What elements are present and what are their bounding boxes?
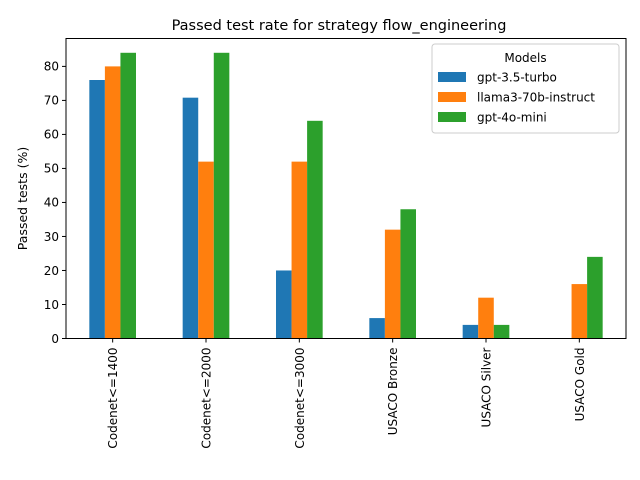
bar-3-2 — [400, 209, 416, 339]
bar-4-0 — [462, 324, 479, 339]
bar-1-2 — [213, 52, 230, 339]
y-tick-label-5: 50 — [44, 162, 59, 176]
x-axis: Codenet<=1400 Codenet<=2000 Codenet<=3000 U… — [106, 338, 587, 449]
bar-1-1 — [198, 161, 214, 339]
y-tick-label-6: 60 — [44, 128, 59, 142]
legend-entry-2: gpt-4o-mini — [477, 111, 547, 125]
bar-1-0 — [182, 97, 199, 339]
y-axis: 0 10 20 30 40 50 60 70 80 — [44, 60, 66, 346]
y-axis-label: Passed tests (%) — [15, 147, 30, 250]
y-tick-label-4: 40 — [44, 196, 59, 210]
bar-0-0 — [89, 80, 105, 339]
y-tick-label-8: 80 — [44, 60, 59, 74]
bar-2-0 — [276, 270, 292, 339]
x-tick-label-5: USACO Gold — [573, 348, 587, 422]
x-tick-label-1: Codenet<=2000 — [200, 348, 214, 449]
bar-4-1 — [478, 297, 494, 339]
y-tick-label-1: 10 — [44, 298, 59, 312]
x-tick-label-4: USACO Silver — [480, 347, 494, 427]
bar-3-1 — [384, 229, 401, 339]
bar-4-2 — [493, 324, 510, 339]
legend-entry-0: gpt-3.5-turbo — [477, 71, 557, 85]
legend-entry-1: llama3-70b-instruct — [477, 91, 595, 105]
bars-group — [89, 52, 603, 339]
bar-0-2 — [120, 52, 136, 339]
legend-swatch-2 — [438, 112, 466, 122]
legend-box — [431, 43, 620, 134]
y-tick-label-0: 0 — [51, 332, 59, 346]
y-tick-label-7: 70 — [44, 94, 59, 108]
chart-title: Passed test rate for strategy flow_engin… — [172, 18, 507, 34]
legend-swatch-1 — [438, 92, 466, 102]
bar-5-2 — [587, 256, 603, 339]
y-tick-label-2: 20 — [44, 264, 59, 278]
y-tick-label-3: 30 — [44, 230, 59, 244]
bar-2-1 — [291, 161, 308, 339]
x-tick-label-3: USACO Bronze — [386, 348, 400, 436]
bar-5-1 — [571, 284, 588, 339]
legend: Models gpt-3.5-turbo llama3-70b-instruct g… — [431, 43, 620, 134]
x-tick-label-2: Codenet<=3000 — [293, 348, 307, 449]
legend-swatch-0 — [438, 72, 466, 82]
plot-frame — [65, 38, 627, 339]
bar-3-0 — [369, 318, 385, 339]
legend-title: Models — [504, 51, 546, 65]
bar-2-2 — [307, 120, 323, 339]
x-tick-label-0: Codenet<=1400 — [106, 348, 120, 449]
bar-0-1 — [104, 66, 121, 339]
